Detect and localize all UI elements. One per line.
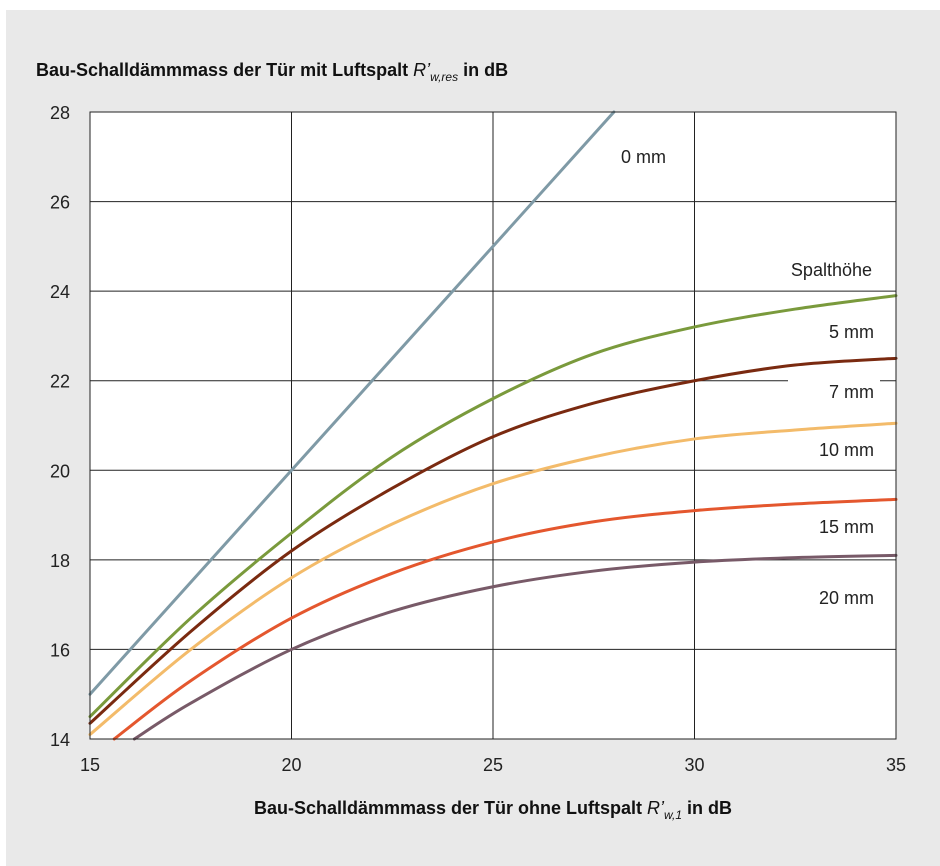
x-tick-label: 35 (886, 755, 906, 775)
gridlines (89, 111, 897, 740)
x-tick-label: 15 (80, 755, 100, 775)
series-line (132, 553, 898, 741)
y-tick-label: 26 (50, 193, 70, 213)
series-label-background (788, 434, 880, 464)
y-tick-label: 14 (50, 730, 70, 750)
y-axis-title-prefix: Bau-Schalldämmmass der Tür mit Luftspalt (36, 60, 413, 80)
series-line (112, 497, 898, 741)
legend-header: Spalthöhe (791, 260, 872, 280)
x-axis-title-suffix: in dB (682, 798, 732, 818)
x-tick-label: 30 (684, 755, 704, 775)
x-axis-title: Bau-Schalldämmmass der Tür ohne Luftspal… (254, 798, 732, 822)
y-tick-label: 16 (50, 640, 70, 660)
series-label-background (788, 582, 880, 612)
series-label: 15 mm (819, 517, 874, 537)
chart-panel: 0 mm 5 mm 7 mm 10 mm 15 mm 20 mm 15 20 25 30 35 14… (6, 10, 940, 866)
y-tick-label: 20 (50, 461, 70, 481)
x-axis-title-symbol: R’ (647, 798, 665, 818)
tick-labels: 15 20 25 30 35 14 16 18 20 22 24 26 28 (50, 103, 906, 775)
y-tick-label: 18 (50, 551, 70, 571)
series-labels: 0 mm 5 mm 7 mm 10 mm 15 mm 20 mm (621, 147, 880, 612)
plot-border (89, 111, 897, 740)
y-axis-title: Bau-Schalldämmmass der Tür mit Luftspalt… (36, 60, 508, 84)
y-tick-label: 28 (50, 103, 70, 123)
series-label: 20 mm (819, 588, 874, 608)
y-axis-title-symbol: R’ (413, 60, 431, 80)
x-axis-title-subscript: w,1 (664, 808, 682, 822)
series-label-background (788, 511, 880, 541)
series-line (88, 110, 616, 696)
y-axis-title-subscript: w,res (430, 70, 458, 84)
x-axis-title-prefix: Bau-Schalldämmmass der Tür ohne Luftspal… (254, 798, 647, 818)
series-line (88, 294, 898, 719)
series-label: 10 mm (819, 440, 874, 460)
series-label: 0 mm (621, 147, 666, 167)
series-line (88, 356, 898, 725)
y-axis-title-suffix: in dB (458, 60, 508, 80)
y-tick-label: 24 (50, 282, 70, 302)
series-label: 5 mm (829, 322, 874, 342)
x-tick-label: 25 (483, 755, 503, 775)
series-label-background (788, 376, 880, 406)
y-tick-label: 22 (50, 372, 70, 392)
series-label: 7 mm (829, 382, 874, 402)
x-tick-label: 20 (281, 755, 301, 775)
series-line (88, 421, 898, 737)
series-lines (88, 110, 898, 741)
series-label-background (788, 316, 880, 346)
line-chart: 0 mm 5 mm 7 mm 10 mm 15 mm 20 mm 15 20 25 30 35 14… (36, 60, 906, 822)
